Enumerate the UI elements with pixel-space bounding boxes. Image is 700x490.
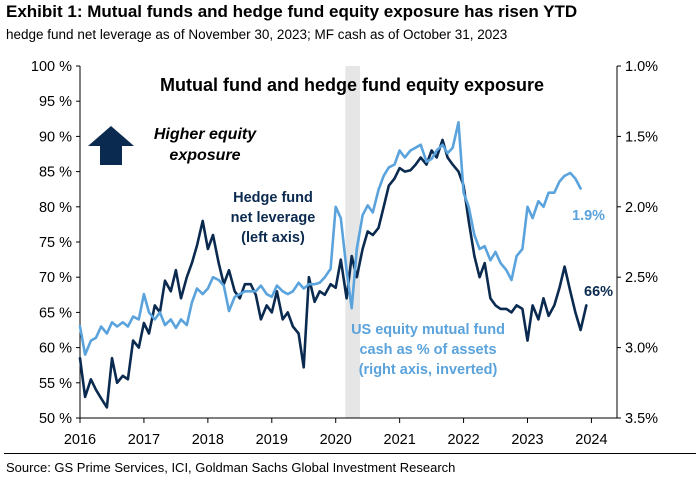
higher-exposure-line1: Higher equity: [154, 126, 257, 143]
hf-label-line3: (left axis): [241, 230, 305, 246]
right-tick-label: 3.5%: [625, 411, 658, 427]
source-divider: [4, 453, 696, 454]
left-tick-label: 85 %: [39, 165, 72, 181]
x-tick-label: 2024: [575, 432, 607, 448]
x-tick-label: 2021: [384, 432, 416, 448]
source-note: Source: GS Prime Services, ICI, Goldman …: [6, 460, 456, 475]
shaded-period: [345, 66, 361, 418]
hf-label-line1: Hedge fund: [233, 190, 313, 206]
left-tick-label: 70 %: [39, 270, 72, 286]
shaded-period-layer: [345, 66, 361, 418]
left-tick-label: 55 %: [39, 376, 72, 392]
left-tick-label: 90 %: [39, 129, 72, 145]
mf-last-value-label: 1.9%: [572, 208, 605, 224]
left-tick-label: 95 %: [39, 94, 72, 110]
x-tick-label: 2023: [511, 432, 543, 448]
right-tick-label: 1.5%: [625, 129, 658, 145]
higher-exposure-line2: exposure: [169, 147, 240, 164]
chart-title: Mutual fund and hedge fund equity exposu…: [160, 75, 544, 95]
right-tick-label: 2.0%: [625, 200, 658, 216]
right-tick-label: 3.0%: [625, 341, 658, 357]
hedge-fund-line: [78, 138, 588, 409]
hf-label-line2: net leverage: [231, 210, 316, 226]
x-tick-label: 2017: [128, 432, 160, 448]
left-tick-label: 65 %: [39, 305, 72, 321]
mf-label-line2: cash as % of assets: [359, 342, 496, 358]
right-tick-label: 2.5%: [625, 270, 658, 286]
mf-label-line3: (right axis, inverted): [359, 362, 498, 378]
left-tick-label: 60 %: [39, 341, 72, 357]
x-tick-label: 2020: [320, 432, 352, 448]
x-tick-label: 2018: [192, 432, 224, 448]
x-tick-label: 2022: [447, 432, 479, 448]
axes-layer: 100 % 95 % 90 % 85 % 80 % 75 % 70 % 65 % 60 % 55 …: [31, 59, 658, 448]
left-tick-label: 100 %: [31, 59, 72, 75]
exhibit-subtitle: hedge fund net leverage as of November 3…: [6, 27, 508, 42]
x-tick-label: 2016: [64, 432, 96, 448]
series-layer: [78, 121, 588, 409]
exhibit-title: Exhibit 1: Mutual funds and hedge fund e…: [6, 2, 578, 21]
x-tick-label: 2019: [256, 432, 288, 448]
hf-last-value-label: 66%: [584, 284, 613, 300]
left-tick-label: 80 %: [39, 200, 72, 216]
left-tick-label: 75 %: [39, 235, 72, 251]
mutual-fund-line: [78, 121, 582, 356]
right-tick-label: 1.0%: [625, 59, 658, 75]
up-arrow-icon: [88, 126, 134, 165]
left-tick-label: 50 %: [39, 411, 72, 427]
mf-label-line1: US equity mutual fund: [351, 322, 505, 338]
